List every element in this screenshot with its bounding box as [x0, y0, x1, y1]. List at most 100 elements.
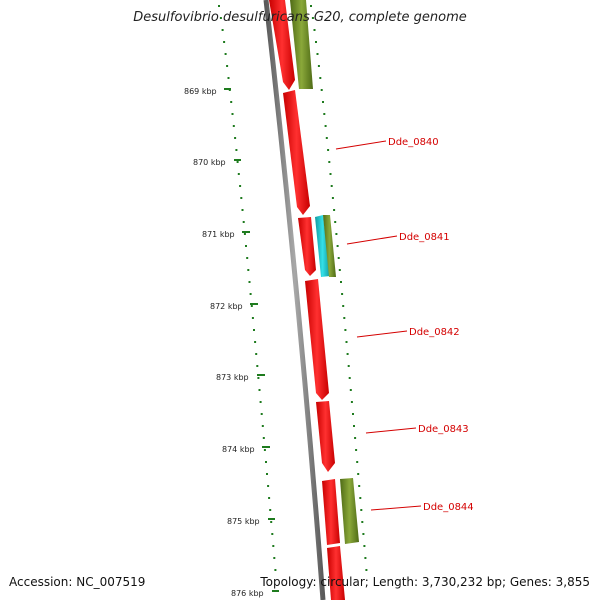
minor-tick — [315, 41, 317, 43]
minor-tick — [257, 377, 260, 379]
gene-label-dde-0840: Dde_0840 — [335, 137, 439, 150]
genome-summary-text: Topology: circular; Length: 3,730,232 bp… — [260, 575, 590, 589]
minor-tick — [360, 509, 363, 511]
cds-block-olive[interactable] — [340, 478, 359, 544]
tick-label: 869 kbp — [184, 87, 217, 96]
minor-tick — [348, 377, 351, 379]
tick-label: 873 kbp — [216, 373, 249, 382]
minor-tick — [358, 485, 361, 487]
minor-tick — [251, 317, 254, 319]
minor-tick — [342, 305, 345, 307]
minor-tick — [316, 53, 319, 55]
gene-label[interactable]: Dde_0844 — [423, 502, 474, 513]
minor-tick — [320, 89, 323, 91]
minor-tick — [236, 161, 239, 163]
cds-block-olive[interactable] — [323, 215, 336, 277]
minor-tick — [226, 65, 229, 67]
minor-tick — [338, 269, 341, 271]
gene-label[interactable]: Dde_0840 — [388, 137, 439, 148]
minor-tick — [322, 101, 324, 103]
minor-tick — [353, 425, 355, 427]
map-title: Desulfovibrio desulfuricans G20, complet… — [133, 10, 467, 25]
scale-tick: 871 kbp — [202, 230, 250, 239]
gene-label-dde-0842: Dde_0842 — [356, 327, 460, 338]
minor-tick — [270, 521, 273, 523]
minor-tick — [359, 497, 362, 499]
gene-label[interactable]: Dde_0843 — [418, 424, 469, 435]
cds-arrow-red[interactable] — [305, 279, 329, 400]
minor-tick — [330, 185, 333, 187]
minor-tick — [274, 569, 277, 571]
minor-tick — [260, 413, 263, 415]
gene-label[interactable]: Dde_0842 — [409, 327, 460, 338]
scale-tick: 873 kbp — [216, 373, 265, 382]
minor-tick — [224, 53, 227, 55]
tick-label: 876 kbp — [231, 589, 264, 598]
minor-tick — [344, 329, 347, 331]
minor-tick — [256, 365, 259, 367]
minor-tick — [356, 461, 359, 463]
minor-tick — [253, 329, 255, 331]
cds-arrow-red[interactable] — [322, 479, 340, 545]
cds-arrow-red[interactable] — [327, 546, 345, 600]
scale-tick: 876 kbp — [231, 589, 279, 598]
minor-tick — [247, 269, 250, 271]
minor-tick — [310, 5, 312, 7]
minor-tick — [272, 545, 275, 547]
cds-arrow-red[interactable] — [298, 217, 316, 276]
minor-tick — [267, 485, 270, 487]
minor-tick — [242, 221, 245, 223]
minor-tick — [249, 293, 252, 295]
minor-tick — [269, 509, 272, 511]
tick-label: 872 kbp — [210, 302, 243, 311]
minor-tick — [325, 137, 328, 139]
cds-block-cyan[interactable] — [315, 215, 330, 277]
minor-tick — [271, 533, 274, 535]
minor-tick — [335, 233, 338, 235]
minor-tick — [240, 197, 243, 199]
minor-tick — [265, 461, 267, 463]
minor-tick — [243, 233, 246, 235]
minor-tick — [357, 473, 360, 475]
gene-label-dde-0844: Dde_0844 — [370, 502, 474, 513]
scale-tick: 869 kbp — [184, 87, 231, 96]
minor-tick — [327, 149, 330, 151]
minor-tick — [355, 449, 358, 451]
scale-tick: 874 kbp — [222, 445, 270, 454]
minor-tick — [364, 557, 367, 559]
minor-tick — [328, 161, 331, 163]
minor-tick — [227, 77, 230, 79]
minor-tick — [323, 113, 326, 115]
cds-block-olive[interactable] — [290, 0, 313, 89]
minor-tick — [221, 29, 224, 31]
cds-arrow-red[interactable] — [283, 90, 310, 215]
minor-tick — [254, 341, 257, 343]
minor-tick — [334, 221, 337, 223]
minor-tick — [363, 545, 366, 547]
minor-tick — [259, 401, 262, 403]
minor-tick — [343, 317, 346, 319]
gene-labels: Dde_0840 Dde_0841 Dde_0842 Dde_0843 Dde_… — [335, 137, 474, 513]
minor-tick — [232, 125, 235, 127]
minor-tick — [219, 17, 222, 19]
tick-label: 875 kbp — [227, 517, 260, 526]
minor-tick — [223, 41, 226, 43]
minor-tick — [329, 173, 332, 175]
minor-tick — [245, 245, 247, 247]
minor-tick — [248, 281, 251, 283]
minor-tick — [237, 173, 240, 175]
minor-tick — [361, 521, 364, 523]
minor-tick — [317, 65, 320, 67]
minor-tick — [311, 17, 314, 19]
cds-arrow-red[interactable] — [316, 401, 335, 472]
minor-tick — [341, 293, 344, 295]
minor-tick — [230, 101, 233, 103]
gene-label[interactable]: Dde_0841 — [399, 232, 450, 243]
minor-tick — [273, 557, 276, 559]
minor-tick — [331, 197, 334, 199]
minor-tick — [349, 389, 352, 391]
cds-arrow-red[interactable] — [269, 0, 295, 90]
minor-tick — [231, 113, 234, 115]
